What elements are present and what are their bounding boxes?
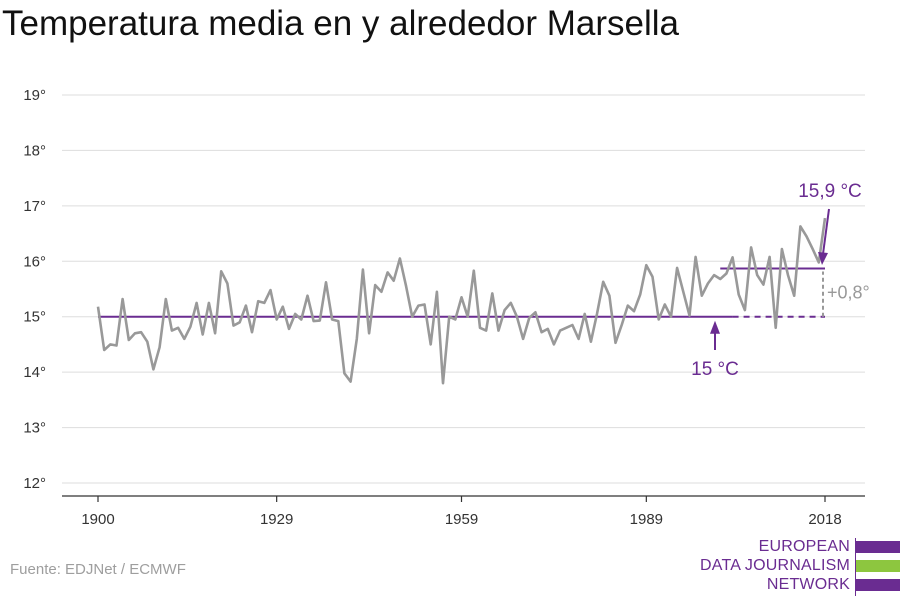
x-tick-label: 1989 (630, 511, 663, 528)
temperature-line (96, 217, 827, 385)
y-tick-label: 14° (23, 364, 46, 381)
annotations: +0,8° 15 °C 15,9 °C (691, 181, 870, 380)
logo-line-2: DATA JOURNALISM (700, 557, 850, 574)
x-tick-label: 1959 (445, 511, 478, 528)
y-tick-label: 12° (23, 475, 46, 492)
source-note: Fuente: EDJNet / ECMWF (10, 561, 186, 578)
y-tick-label: 13° (23, 420, 46, 437)
grid (62, 94, 865, 484)
x-tick-label: 1929 (260, 511, 293, 528)
logo-line-3: NETWORK (766, 576, 850, 593)
baseline-label: 15 °C (691, 359, 739, 380)
chart-title: Temperatura media en y alrededor Marsell… (2, 4, 679, 43)
logo-divider (855, 538, 856, 596)
delta-label: +0,8° (827, 283, 870, 303)
y-tick-label: 16° (23, 253, 46, 270)
axes: 12° 13° 14° 15° 16° 17° 18° 19° 1900 1929 1959 1989… (23, 87, 865, 528)
reference-lines (98, 267, 825, 318)
recent-arrow-shaft (822, 208, 830, 255)
logo-bar-1 (856, 541, 900, 553)
y-tick-label: 17° (23, 198, 46, 215)
logo-bar-3 (856, 579, 900, 591)
recent-arrow-head (818, 252, 828, 265)
recent-label: 15,9 °C (798, 181, 862, 202)
baseline-arrow-head (710, 320, 720, 334)
y-tick-label: 18° (23, 142, 46, 159)
logo-bar-2 (856, 560, 900, 572)
y-tick-label: 15° (23, 309, 46, 326)
x-tick-label: 1900 (81, 511, 114, 528)
logo-line-1: EUROPEAN (758, 538, 850, 555)
y-tick-label: 19° (23, 87, 46, 104)
x-tick-label: 2018 (808, 511, 841, 528)
edjnet-logo: EUROPEAN DATA JOURNALISM NETWORK (700, 538, 900, 596)
series (96, 217, 827, 385)
